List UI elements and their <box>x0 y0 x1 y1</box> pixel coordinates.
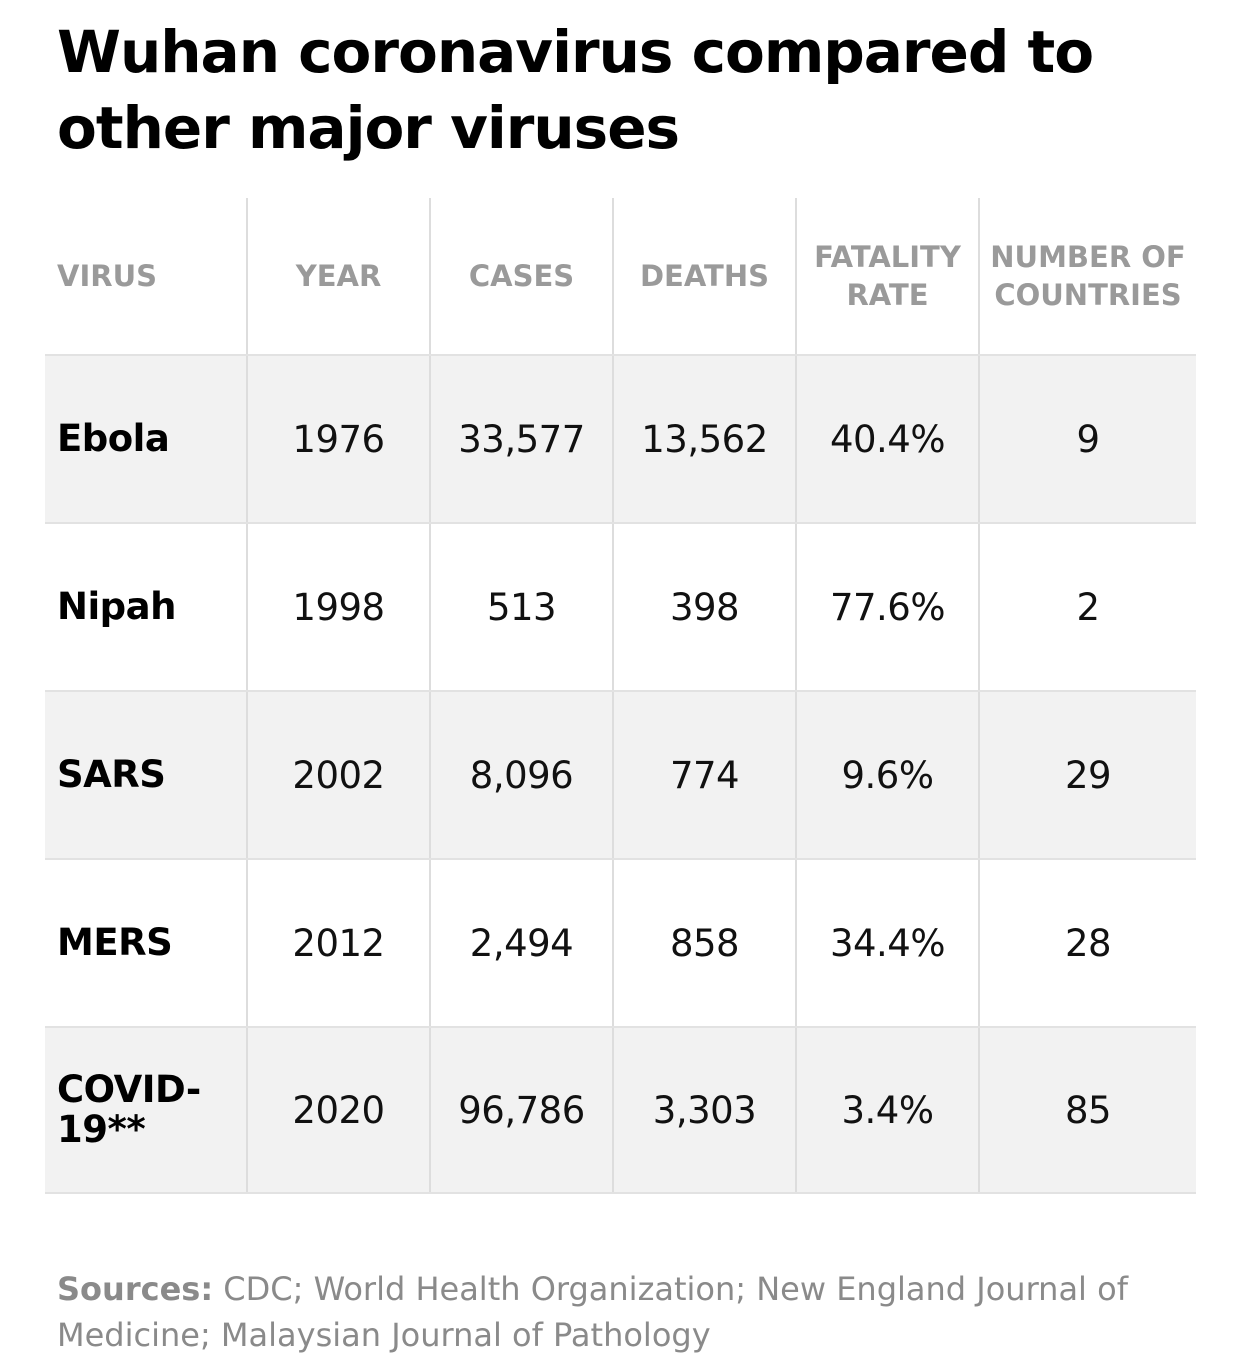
cases-cell: 513 <box>429 524 612 690</box>
table-row: SARS 2002 8,096 774 9.6% 29 <box>45 690 1196 858</box>
table-row: COVID- 19** 2020 96,786 3,303 3.4% 85 <box>45 1026 1196 1194</box>
table-row: MERS 2012 2,494 858 34.4% 28 <box>45 858 1196 1026</box>
fatality-rate-cell: 3.4% <box>795 1028 978 1192</box>
deaths-cell: 13,562 <box>612 356 795 522</box>
deaths-cell: 398 <box>612 524 795 690</box>
column-header-deaths: DEATHS <box>612 198 795 354</box>
cases-cell: 8,096 <box>429 692 612 858</box>
fatality-rate-cell: 40.4% <box>795 356 978 522</box>
cases-cell: 33,577 <box>429 356 612 522</box>
year-cell: 2002 <box>246 692 429 858</box>
countries-cell: 29 <box>978 692 1196 858</box>
deaths-cell: 3,303 <box>612 1028 795 1192</box>
cases-cell: 2,494 <box>429 860 612 1026</box>
cases-cell: 96,786 <box>429 1028 612 1192</box>
countries-cell: 85 <box>978 1028 1196 1192</box>
virus-name-cell: SARS <box>57 753 166 796</box>
column-header-cases: CASES <box>429 198 612 354</box>
fatality-rate-cell: 77.6% <box>795 524 978 690</box>
table-row: Ebola 1976 33,577 13,562 40.4% 9 <box>45 354 1196 522</box>
virus-name-cell: Nipah <box>57 585 176 628</box>
countries-cell: 9 <box>978 356 1196 522</box>
virus-comparison-table: VIRUS YEAR CASES DEATHS FATALITY RATE NU… <box>45 198 1196 1195</box>
year-cell: 2020 <box>246 1028 429 1192</box>
sources-label: Sources: <box>57 1270 214 1308</box>
year-cell: 1998 <box>246 524 429 690</box>
virus-name-cell: MERS <box>57 921 173 964</box>
column-header-year: YEAR <box>246 198 429 354</box>
column-header-fatality-rate: FATALITY RATE <box>795 198 978 354</box>
deaths-cell: 774 <box>612 692 795 858</box>
fatality-rate-cell: 9.6% <box>795 692 978 858</box>
deaths-cell: 858 <box>612 860 795 1026</box>
countries-cell: 28 <box>978 860 1196 1026</box>
fatality-rate-cell: 34.4% <box>795 860 978 1026</box>
sources-note: Sources: CDC; World Health Organization;… <box>57 1266 1177 1358</box>
virus-name-cell: COVID- 19** <box>57 1068 201 1151</box>
sources-text: CDC; World Health Organization; New Engl… <box>57 1270 1128 1354</box>
table-row: Nipah 1998 513 398 77.6% 2 <box>45 522 1196 690</box>
year-cell: 2012 <box>246 860 429 1026</box>
chart-title: Wuhan coronavirus compared to other majo… <box>57 18 1094 162</box>
countries-cell: 2 <box>978 524 1196 690</box>
virus-name-cell: Ebola <box>57 417 170 460</box>
year-cell: 1976 <box>246 356 429 522</box>
table-header-row: VIRUS YEAR CASES DEATHS FATALITY RATE NU… <box>45 198 1196 354</box>
column-header-number-of-countries: NUMBER OF COUNTRIES <box>978 198 1196 354</box>
column-header-virus: VIRUS <box>57 259 157 293</box>
